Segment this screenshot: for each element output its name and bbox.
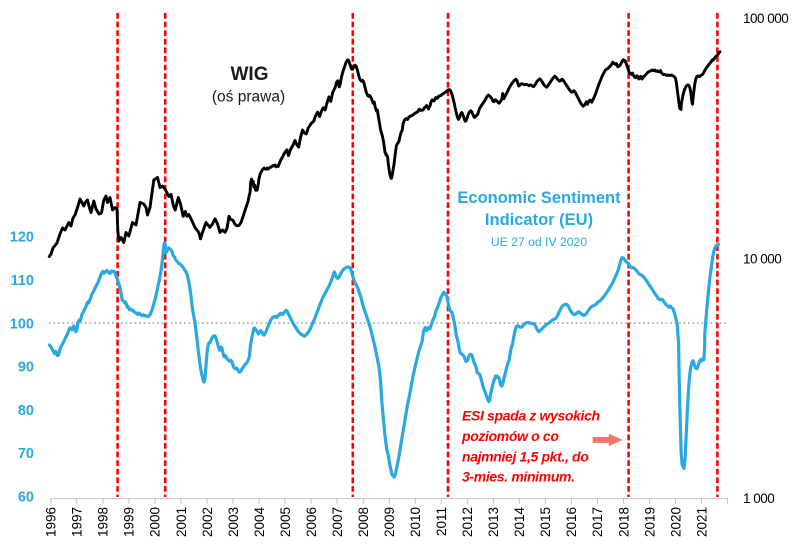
svg-text:90: 90 (18, 360, 34, 376)
svg-text:poziomów o co: poziomów o co (461, 428, 559, 444)
svg-text:2013: 2013 (486, 507, 501, 537)
svg-text:2005: 2005 (278, 507, 293, 537)
svg-text:2016: 2016 (564, 507, 579, 537)
svg-text:2003: 2003 (226, 507, 241, 537)
svg-text:2021: 2021 (694, 507, 709, 537)
svg-text:2007: 2007 (330, 507, 345, 537)
svg-text:1999: 1999 (122, 507, 137, 537)
svg-text:120: 120 (10, 230, 34, 246)
svg-text:110: 110 (11, 273, 34, 289)
svg-text:Economic Sentiment: Economic Sentiment (457, 189, 621, 207)
svg-text:2020: 2020 (668, 507, 683, 537)
svg-text:2010: 2010 (408, 507, 423, 537)
svg-text:ESI spada z wysokich: ESI spada z wysokich (462, 408, 600, 424)
svg-text:2008: 2008 (356, 507, 371, 537)
svg-text:3-mies. minimum.: 3-mies. minimum. (462, 469, 575, 485)
svg-text:100 000: 100 000 (743, 11, 788, 26)
svg-text:1 000: 1 000 (743, 491, 774, 506)
svg-text:2001: 2001 (174, 507, 189, 537)
svg-text:2015: 2015 (538, 507, 553, 537)
svg-text:WIG: WIG (231, 64, 269, 85)
svg-text:2018: 2018 (616, 507, 631, 537)
svg-text:2006: 2006 (304, 507, 319, 537)
svg-text:najmniej 1,5 pkt., do: najmniej 1,5 pkt., do (462, 449, 589, 465)
svg-text:2017: 2017 (590, 507, 605, 537)
svg-text:10 000: 10 000 (743, 251, 781, 266)
svg-text:1997: 1997 (70, 507, 85, 537)
svg-text:2012: 2012 (460, 507, 475, 537)
svg-text:1998: 1998 (96, 507, 111, 537)
svg-text:(oś prawa): (oś prawa) (212, 89, 285, 106)
svg-text:100: 100 (10, 316, 34, 332)
svg-text:70: 70 (18, 446, 34, 462)
svg-text:Indicator (EU): Indicator (EU) (485, 211, 593, 229)
svg-text:2004: 2004 (252, 507, 267, 538)
svg-text:2014: 2014 (512, 507, 527, 538)
svg-text:1996: 1996 (44, 507, 59, 537)
svg-text:60: 60 (18, 490, 34, 506)
svg-text:2000: 2000 (148, 507, 163, 537)
svg-text:UE 27 od IV 2020: UE 27 od IV 2020 (491, 235, 587, 249)
svg-text:2019: 2019 (642, 507, 657, 537)
svg-text:2009: 2009 (382, 507, 397, 537)
svg-text:80: 80 (18, 403, 34, 419)
svg-text:2011: 2011 (434, 507, 449, 536)
svg-text:2002: 2002 (200, 507, 215, 537)
